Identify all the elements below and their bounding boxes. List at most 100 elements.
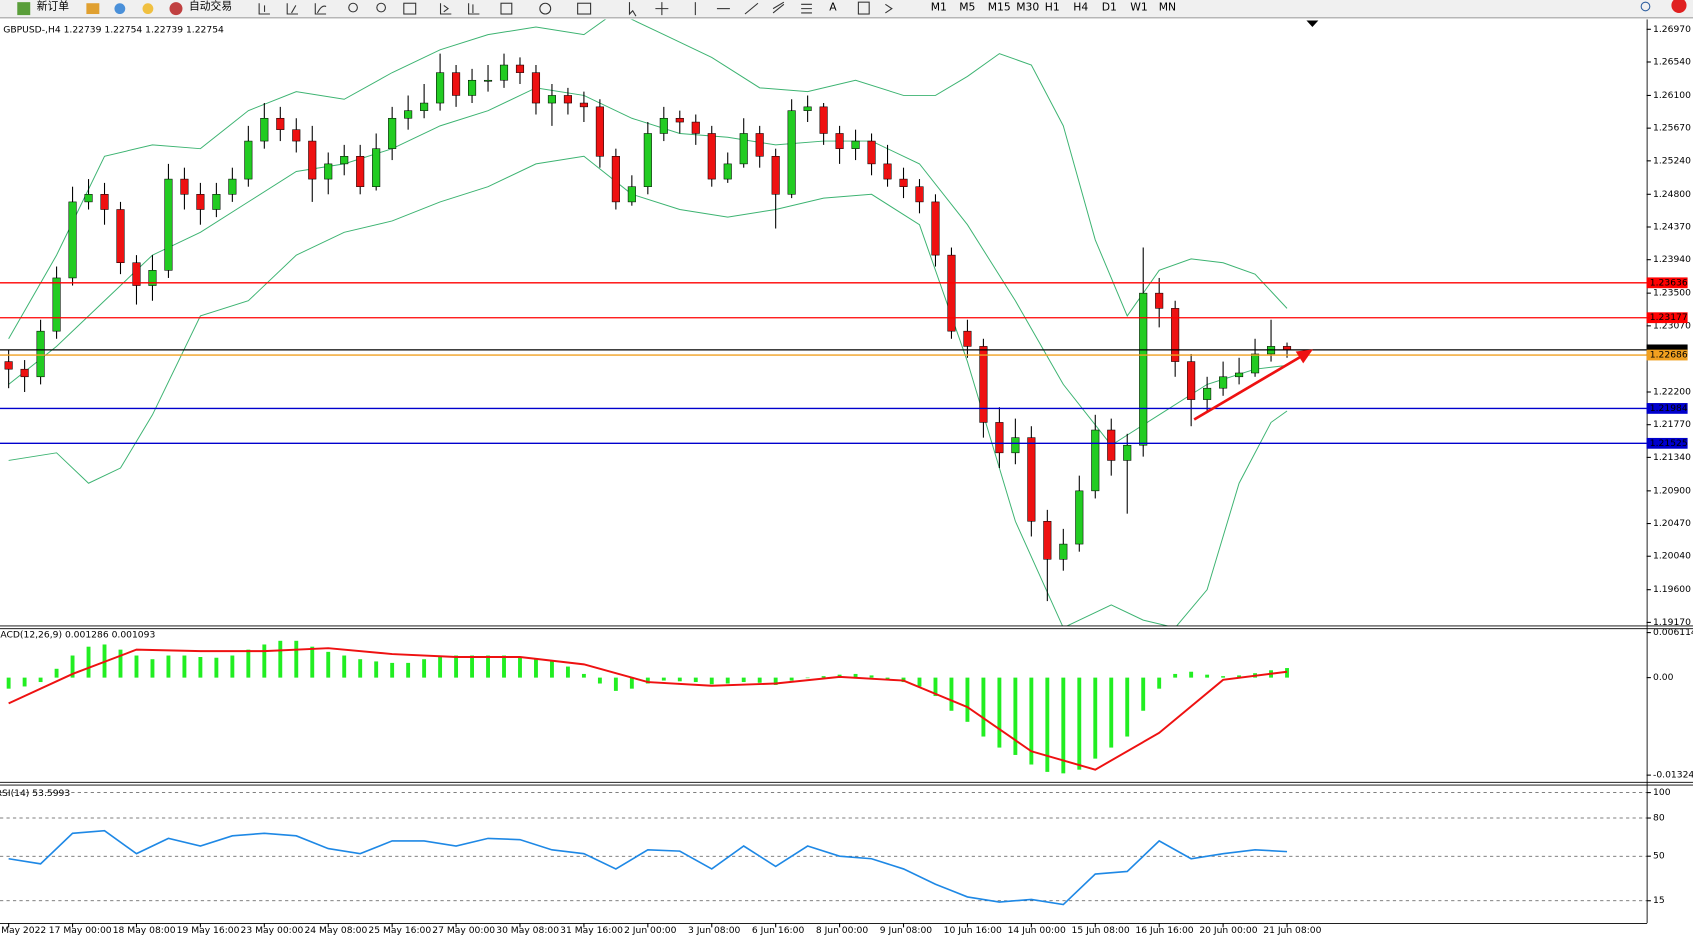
timeframe-button[interactable]: M30 — [1016, 1, 1039, 14]
x-tick-label: 30 May 08:00 — [496, 925, 559, 936]
timeframe-button[interactable]: M1 — [931, 1, 947, 14]
label-tool[interactable] — [857, 1, 870, 15]
price-level-tag — [1646, 437, 1688, 449]
candle-body — [1043, 520, 1052, 560]
candle-body — [595, 106, 604, 157]
y-tick-label: 1.26970 — [1653, 24, 1691, 35]
zoom-in[interactable] — [348, 2, 358, 13]
candle-body — [739, 133, 748, 165]
candle-body — [707, 133, 716, 180]
icon[interactable] — [86, 3, 100, 15]
macd-bar — [230, 655, 235, 678]
fibonacci[interactable] — [801, 3, 812, 14]
candle-body — [180, 178, 189, 195]
auto-trading-icon[interactable] — [169, 2, 183, 16]
x-tick-label: 17 May 00:00 — [49, 925, 112, 936]
timeframe-button[interactable]: M5 — [959, 1, 975, 14]
arrow-head — [1295, 349, 1313, 364]
channel[interactable] — [772, 1, 785, 14]
candle-body — [148, 270, 157, 286]
macd-bar — [757, 677, 762, 683]
macd-bar — [502, 655, 506, 678]
macd-bar — [773, 677, 778, 685]
candle-body — [1235, 372, 1244, 378]
macd-bar — [1285, 668, 1289, 678]
text-tool[interactable]: A — [829, 1, 837, 14]
macd-bar — [438, 655, 443, 678]
timeframe-button[interactable]: W1 — [1130, 1, 1148, 14]
candle-body — [356, 156, 365, 187]
macd-bar — [693, 677, 698, 683]
tool-icon[interactable] — [439, 3, 452, 15]
arrows-tool[interactable] — [885, 3, 893, 14]
macd-bar — [182, 655, 187, 678]
macd-bar — [917, 677, 922, 687]
macd-bar — [1205, 674, 1210, 678]
notifications[interactable] — [1671, 0, 1687, 13]
candle-body — [963, 330, 972, 347]
auto-trading-button[interactable]: 自动交易 — [189, 0, 232, 12]
candle-body — [611, 156, 620, 203]
icon[interactable] — [114, 3, 126, 15]
chart-title: GBPUSD-,H4 1.22739 1.22754 1.22739 1.227… — [3, 25, 224, 36]
new-order-icon[interactable] — [17, 2, 31, 16]
candle-body — [36, 330, 45, 378]
tool-icon[interactable] — [468, 3, 480, 15]
x-tick-label: 21 Jun 08:00 — [1263, 925, 1321, 936]
timeframe-button[interactable]: MN — [1159, 1, 1176, 14]
candle-body — [915, 186, 924, 203]
timeframe-button[interactable]: H1 — [1045, 1, 1060, 14]
new-order-button[interactable]: 新订单 — [37, 0, 70, 12]
timeframe-button[interactable]: D1 — [1102, 1, 1117, 14]
macd-bar — [1237, 675, 1242, 678]
candle-body — [116, 209, 125, 264]
candle-body — [867, 140, 876, 165]
macd-bar — [629, 677, 634, 689]
x-tick-label: 2 Jun 00:00 — [624, 925, 677, 936]
macd-bar — [1221, 676, 1226, 678]
trend-arrow — [1193, 349, 1313, 421]
candle-body — [579, 102, 588, 108]
price-level-label: 1.23177 — [1650, 312, 1688, 323]
indicators[interactable] — [500, 2, 513, 15]
arrow-line — [1193, 354, 1303, 421]
macd-bar — [198, 656, 203, 678]
zoom-out[interactable] — [376, 2, 386, 13]
macd-bar — [613, 677, 618, 691]
tool-icon[interactable] — [286, 3, 299, 15]
candle-body — [1091, 429, 1100, 492]
macd-bar — [565, 666, 570, 678]
crosshair[interactable] — [655, 2, 669, 16]
candle-body — [260, 117, 269, 142]
macd-bar — [38, 677, 43, 683]
tool-icon[interactable] — [258, 3, 270, 15]
y-tick-label: 1.23500 — [1653, 288, 1691, 299]
signal-line — [8, 647, 1288, 771]
y-tick-label: 0.006114 — [1653, 627, 1693, 638]
search[interactable] — [1640, 1, 1651, 12]
macd-bar — [1189, 671, 1194, 678]
candle-body — [1027, 437, 1036, 522]
icon[interactable] — [142, 3, 154, 15]
tile-windows[interactable] — [403, 2, 417, 15]
candle-body — [1203, 387, 1212, 400]
bollinger-band — [8, 155, 1288, 626]
cursor[interactable] — [628, 2, 637, 17]
macd-bar — [470, 655, 474, 678]
indicator-title: MACD(12,26,9) 0.001286 0.001093 — [0, 630, 155, 641]
macd-bar — [1157, 677, 1162, 689]
candle-body — [340, 156, 349, 165]
candle-body — [52, 277, 61, 332]
price-level-label: 1.21984 — [1650, 403, 1688, 414]
candle-body — [468, 79, 477, 96]
candle-body — [899, 178, 908, 187]
timeframe-button[interactable]: H4 — [1073, 1, 1088, 14]
y-tick-label: 100 — [1653, 787, 1671, 798]
periods[interactable] — [539, 2, 552, 15]
templates[interactable] — [577, 2, 592, 15]
timeframe-button[interactable]: M15 — [988, 1, 1011, 14]
tool-icon[interactable] — [314, 3, 327, 15]
macd-bar — [134, 655, 139, 678]
trendline[interactable] — [744, 2, 759, 15]
candle-body — [691, 121, 700, 134]
